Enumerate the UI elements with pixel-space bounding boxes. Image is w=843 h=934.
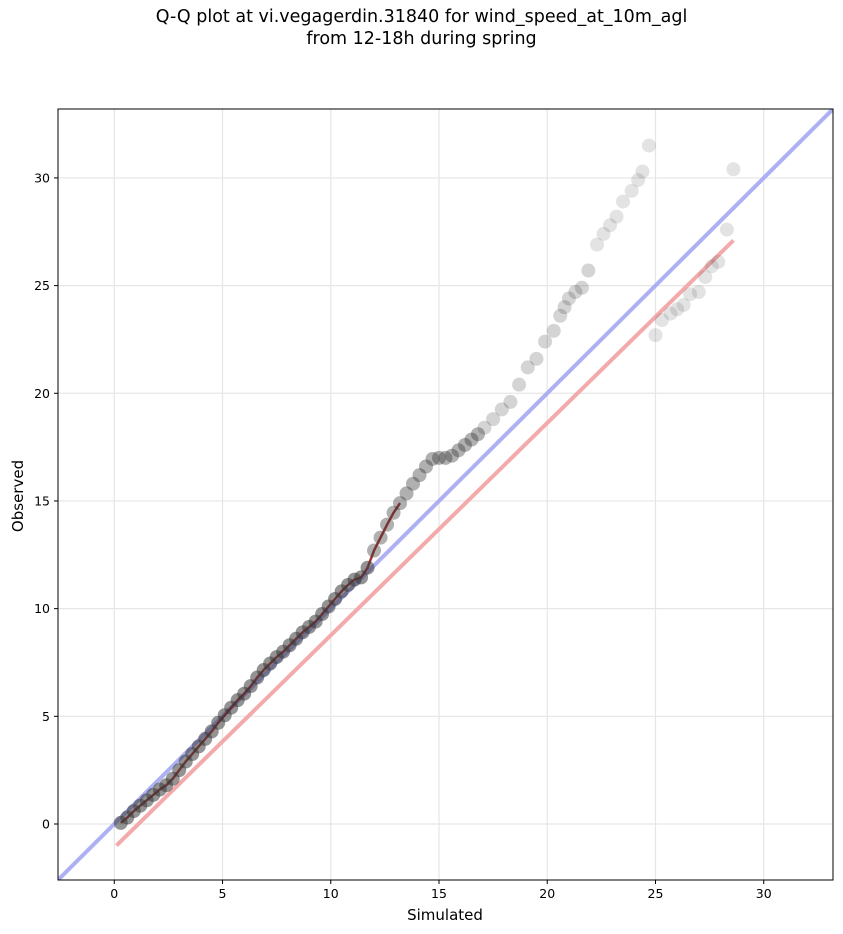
data-point	[641, 138, 656, 153]
x-tick-label: 15	[431, 886, 447, 901]
data-point	[425, 451, 440, 466]
x-tick-label: 0	[110, 886, 118, 901]
data-point	[486, 412, 501, 427]
x-tick-label: 10	[323, 886, 339, 901]
data-point	[503, 394, 518, 409]
data-point	[477, 420, 492, 435]
data-point	[704, 259, 719, 274]
data-point	[464, 432, 479, 447]
data-point	[393, 496, 408, 511]
x-tick-label: 20	[539, 886, 555, 901]
data-point	[380, 517, 395, 532]
data-point	[609, 209, 624, 224]
data-point	[557, 300, 572, 315]
data-point	[590, 237, 605, 252]
data-point	[561, 291, 576, 306]
data-point	[574, 280, 589, 295]
y-axis-label: Observed	[9, 460, 27, 532]
data-point	[683, 287, 698, 302]
data-point	[663, 306, 678, 321]
chart-title-line-2: from 12-18h during spring	[306, 29, 537, 49]
plot-frame	[57, 108, 834, 881]
data-point	[553, 308, 568, 323]
y-tick-label: 15	[34, 493, 50, 508]
data-point	[373, 530, 388, 545]
data-point	[444, 448, 459, 463]
data-point	[596, 226, 611, 241]
y-tick-label: 30	[34, 170, 50, 185]
data-point	[568, 285, 583, 300]
data-point	[360, 560, 375, 575]
data-point	[538, 334, 553, 349]
data-point	[419, 459, 434, 474]
data-point	[719, 222, 734, 237]
y-tick-label: 10	[34, 601, 50, 616]
data-point	[546, 323, 561, 338]
y-tick-label: 0	[42, 817, 50, 832]
x-tick-label: 30	[756, 886, 772, 901]
grid	[58, 109, 833, 880]
x-tick-label: 25	[648, 886, 664, 901]
reference-lines	[58, 109, 833, 880]
data-point	[520, 360, 535, 375]
data-point	[698, 269, 713, 284]
data-point	[386, 505, 401, 520]
data-point	[631, 173, 646, 188]
chart-title-line-1: Q-Q plot at vi.vegagerdin.31840 for wind…	[155, 7, 688, 27]
data-point	[367, 543, 382, 558]
data-point	[711, 254, 726, 269]
data-point	[399, 486, 414, 501]
identity-line	[58, 109, 833, 880]
data-point	[624, 183, 639, 198]
x-axis-label: Simulated	[407, 906, 483, 924]
data-point	[670, 302, 685, 317]
data-point	[603, 218, 618, 233]
fit-line	[115, 238, 735, 847]
data-point	[676, 297, 691, 312]
data-point	[412, 468, 427, 483]
data-point	[616, 194, 631, 209]
data-point	[470, 427, 485, 442]
data-point	[648, 328, 663, 343]
y-tick-label: 25	[34, 278, 50, 293]
data-point	[512, 377, 527, 392]
y-tick-label: 5	[42, 709, 50, 724]
data-point	[654, 313, 669, 328]
data-point	[438, 450, 453, 465]
x-tick-label: 5	[219, 886, 227, 901]
data-point	[581, 263, 596, 278]
data-point	[494, 402, 509, 417]
data-point	[406, 476, 421, 491]
chart-title: Q-Q plot at vi.vegagerdin.31840 for wind…	[0, 6, 843, 50]
data-point	[529, 351, 544, 366]
y-tick-label: 20	[34, 386, 50, 401]
data-point	[635, 164, 650, 179]
data-points	[113, 138, 741, 830]
data-point	[457, 437, 472, 452]
data-point	[432, 450, 447, 465]
data-point	[691, 285, 706, 300]
data-point	[451, 443, 466, 458]
data-point	[726, 162, 741, 177]
axis-ticks: 0 5 10 15 20 25 30 0 5 10 15 20 25 30	[34, 170, 772, 901]
